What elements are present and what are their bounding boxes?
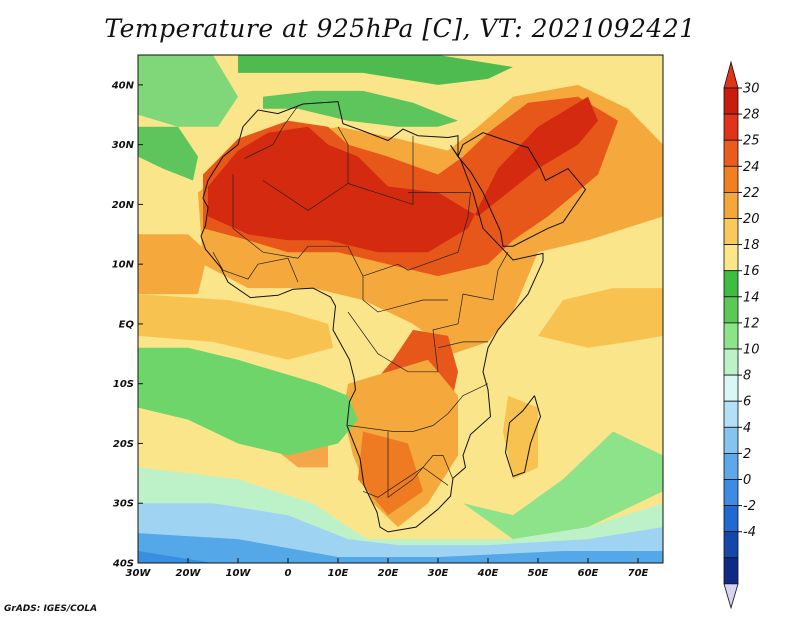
colorbar-box xyxy=(723,87,739,115)
lat-tick-label: 40S xyxy=(112,559,134,570)
colorbar-label: 4 xyxy=(743,421,751,436)
colorbar-box xyxy=(723,218,739,246)
colorbar-box xyxy=(723,322,739,350)
temperature-region xyxy=(138,294,333,360)
temperature-fields xyxy=(138,55,663,563)
country-border xyxy=(212,252,299,283)
lon-tick-label: 30W xyxy=(126,568,152,579)
temperature-region xyxy=(463,431,663,540)
country-border xyxy=(387,431,454,498)
temperature-region xyxy=(208,96,598,253)
map-title: Temperature at 925hPa [C], VT: 202109242… xyxy=(104,14,696,43)
country-borders xyxy=(212,105,509,498)
lon-tick-label: 10E xyxy=(328,568,349,579)
colorbar-label: 24 xyxy=(743,160,760,175)
credit-label: GrADS: IGES/COLA xyxy=(4,604,98,614)
arabia-coastline xyxy=(457,132,587,247)
country-border xyxy=(347,135,414,205)
country-border xyxy=(347,383,489,432)
colorbar-box xyxy=(723,400,739,428)
lon-tick-label: 20W xyxy=(176,568,202,579)
longitude-axis: 30W 20W 10W 0 10E 20E 30E 40E 50E 60E 70E xyxy=(126,558,649,579)
colorbar-label: 20 xyxy=(743,212,760,227)
colorbar-label: 14 xyxy=(743,290,760,305)
colorbar-label: 10 xyxy=(743,343,760,358)
lat-tick-label: 10N xyxy=(112,260,135,271)
colorbar-box xyxy=(723,452,739,480)
temperature-region xyxy=(263,90,458,127)
colorbar-label: 8 xyxy=(743,369,751,384)
lat-tick-label: 20S xyxy=(113,439,134,450)
lat-tick-label: 10S xyxy=(113,379,134,390)
country-border xyxy=(347,252,509,373)
colorbar-label: 22 xyxy=(743,186,760,201)
colorbar-label: -2 xyxy=(743,499,756,514)
madagascar-coastline xyxy=(504,395,542,477)
colorbar-box xyxy=(723,139,739,167)
temperature-region xyxy=(138,533,663,563)
colorbar-box xyxy=(723,244,739,272)
colorbar-max-arrow xyxy=(723,60,739,89)
country-border xyxy=(362,466,449,498)
country-border xyxy=(362,192,471,277)
colorbar-box xyxy=(723,531,739,559)
colorbar-box xyxy=(723,270,739,298)
colorbar-label: -4 xyxy=(743,525,756,540)
temperature-region xyxy=(138,234,208,295)
colorbar-label: 16 xyxy=(743,264,760,279)
africa-coastline xyxy=(200,101,544,533)
map-frame xyxy=(137,54,664,564)
latitude-axis: 40N 30N 20N 10N EQ 10S 20S 30S 40S xyxy=(111,80,143,570)
colorbar-box xyxy=(723,191,739,219)
lon-tick-label: 10W xyxy=(226,568,252,579)
lat-tick-label: 30S xyxy=(113,499,134,510)
temperature-region xyxy=(358,431,423,516)
colorbar-box xyxy=(723,557,739,585)
lat-tick-label: 40N xyxy=(111,80,135,91)
colorbar-box xyxy=(723,296,739,324)
lon-tick-label: 60E xyxy=(578,568,599,579)
lon-tick-label: 20E xyxy=(378,568,399,579)
temperature-region xyxy=(138,347,358,456)
lon-tick-label: 0 xyxy=(285,568,292,579)
colorbar-label: 6 xyxy=(743,395,751,410)
colorbar-label: 30 xyxy=(743,82,760,97)
colorbar-label: 12 xyxy=(743,316,760,331)
lon-tick-label: 30E xyxy=(428,568,449,579)
colorbar-label: 28 xyxy=(743,108,760,123)
lat-tick-label: EQ xyxy=(119,319,135,330)
colorbar-box xyxy=(723,479,739,507)
colorbar-box xyxy=(723,165,739,193)
country-border xyxy=(232,174,448,313)
colorbar-label: 2 xyxy=(743,447,751,462)
lat-tick-label: 20N xyxy=(112,200,135,211)
colorbar-label: 0 xyxy=(743,473,751,488)
colorbar-box xyxy=(723,426,739,454)
temperature-region xyxy=(138,126,198,181)
lon-tick-label: 70E xyxy=(628,568,649,579)
colorbar-label: 25 xyxy=(743,134,760,149)
lon-tick-label: 40E xyxy=(477,568,499,579)
temperature-region xyxy=(138,551,213,563)
colorbar-box xyxy=(723,374,739,402)
lat-tick-label: 30N xyxy=(112,140,135,151)
temperature-region xyxy=(238,55,513,85)
country-border xyxy=(437,341,488,349)
colorbar-box xyxy=(723,113,739,141)
temperature-region xyxy=(503,395,538,480)
colorbar-label: 18 xyxy=(743,238,760,253)
colorbar-box xyxy=(723,348,739,376)
temperature-region xyxy=(138,55,238,127)
colorbar-box xyxy=(723,505,739,533)
lon-tick-label: 50E xyxy=(528,568,549,579)
temperature-region xyxy=(538,288,663,348)
colorbar-min-arrow xyxy=(723,583,739,610)
country-border xyxy=(244,105,299,159)
